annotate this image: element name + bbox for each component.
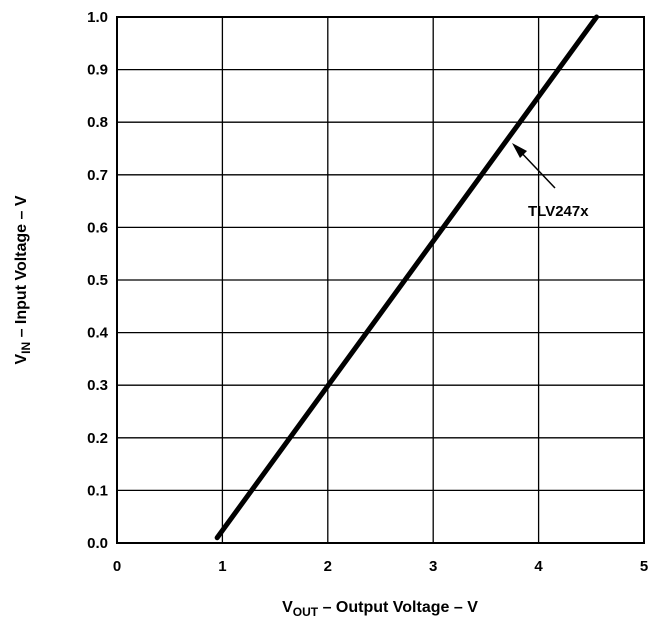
plot-frame [116,16,645,544]
y-axis-label-sub: IN [19,342,33,354]
y-tick-label-10: 1.0 [87,9,108,26]
annotation-arrowhead [512,143,527,158]
annotation-tlv247x: TLV247x [528,203,589,220]
x-tick-label-3: 3 [429,558,437,575]
series-line-0 [214,14,600,541]
x-tick-label-2: 2 [324,558,332,575]
x-axis-label-sub: OUT [293,605,319,619]
y-tick-labels: 0.0 0.1 0.2 0.3 0.4 0.5 0.6 0.7 0.8 0.9 1.0 [87,9,109,552]
y-tick-label-1: 0.1 [87,482,108,499]
y-tick-label-2: 0.2 [87,430,108,447]
y-tick-label-9: 0.9 [87,62,108,79]
x-axis-label-rest: – Output Voltage – V [318,599,478,616]
x-tick-label-1: 1 [218,558,226,575]
x-tick-label-0: 0 [113,558,121,575]
y-tick-label-8: 0.8 [87,114,108,131]
x-tick-label-5: 5 [640,558,648,575]
y-tick-label-7: 0.7 [87,167,108,184]
y-axis-label-rest: – Input Voltage – V [13,195,30,342]
y-axis-label: VIN – Input Voltage – V [13,195,33,364]
y-axis-label-main: V [13,354,30,365]
y-tick-label-3: 0.3 [87,377,108,394]
grid [117,17,644,543]
x-tick-label-4: 4 [534,558,543,575]
y-tick-label-5: 0.5 [87,272,108,289]
x-tick-labels: 0 1 2 3 4 5 [113,558,648,575]
y-tick-label-6: 0.6 [87,219,108,236]
y-tick-label-4: 0.4 [87,325,109,342]
x-axis-label-main: V [282,599,293,616]
y-tick-label-0: 0.0 [87,535,108,552]
x-axis-label: VOUT – Output Voltage – V [282,599,478,619]
